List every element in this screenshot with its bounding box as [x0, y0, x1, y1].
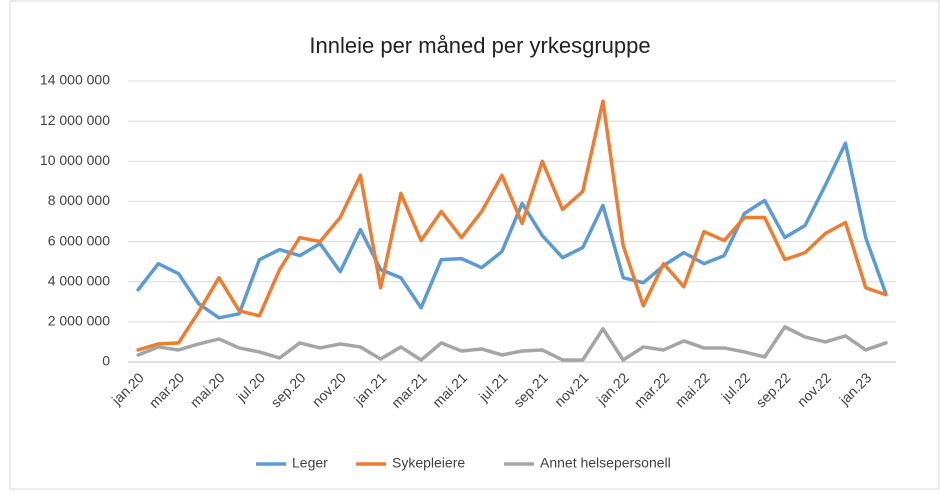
- y-tick-label: 8 000 000: [48, 192, 110, 208]
- y-tick-label: 2 000 000: [48, 313, 110, 329]
- series-line: [136, 325, 888, 362]
- series-line: [136, 141, 888, 320]
- series-line: [136, 99, 888, 352]
- y-tick-label: 10 000 000: [40, 152, 110, 168]
- y-tick-label: 12 000 000: [40, 112, 110, 128]
- legend-label: Sykepleiere: [392, 455, 465, 471]
- y-tick-label: 4 000 000: [48, 272, 110, 288]
- y-tick-label: 6 000 000: [48, 232, 110, 248]
- legend-label: Leger: [292, 455, 328, 471]
- y-tick-label: 0: [102, 353, 110, 369]
- chart-frame: [9, 0, 940, 490]
- y-tick-label: 14 000 000: [40, 72, 110, 88]
- legend-label: Annet helsepersonell: [540, 455, 671, 471]
- chart-title: Innleie per måned per yrkesgruppe: [309, 33, 650, 58]
